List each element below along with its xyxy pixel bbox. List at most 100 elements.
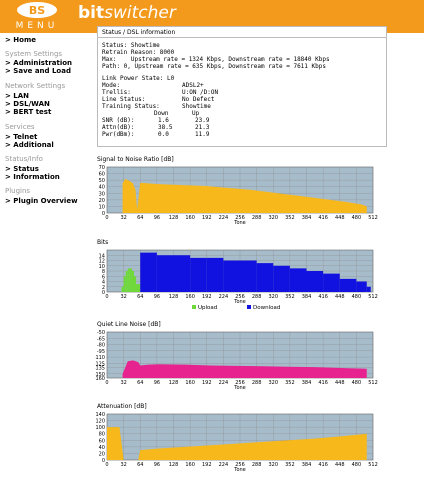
x-tick-label: 192 — [202, 215, 212, 221]
x-tick-label: 224 — [219, 294, 229, 300]
sidebar-heading-status-info: Status/Info — [5, 155, 43, 163]
legend-label: Download — [253, 305, 280, 311]
x-tick-label: 256 — [235, 215, 245, 221]
dsl-status-line: Status: Showtime — [102, 42, 160, 49]
x-tick-label: 192 — [202, 294, 212, 300]
bar — [125, 271, 128, 292]
x-tick-label: 128 — [169, 462, 179, 468]
sidebar-item-save-and-load[interactable]: > Save and Load — [5, 67, 71, 75]
x-tick-label: 0 — [105, 215, 108, 221]
dsl-line-status-label: Line Status: — [102, 96, 146, 103]
dsl-link-power: Link Power State: L0 — [102, 75, 175, 82]
x-tick-label: 448 — [335, 215, 345, 221]
dsl-mode-label: Mode: — [102, 82, 121, 89]
dsl-pwr-down: 0.0 — [158, 131, 169, 138]
bs-menu-logo[interactable]: BS MENU — [0, 0, 74, 33]
x-tick-label: 448 — [335, 462, 345, 468]
y-tick-label: 14 — [99, 253, 105, 259]
sidebar-item-bert-test[interactable]: > BERT test — [5, 108, 52, 116]
x-axis-label: Tone — [233, 385, 246, 391]
bar — [306, 271, 324, 292]
dsl-col-down: Down — [154, 110, 169, 117]
x-tick-label: 448 — [335, 294, 345, 300]
series-area — [107, 427, 367, 460]
dsl-mode-value: ADSL2+ — [182, 82, 204, 89]
x-tick-label: 416 — [318, 380, 328, 386]
sidebar-item-information[interactable]: > Information — [5, 173, 60, 181]
sidebar-item-telnet[interactable]: > Telnet — [5, 133, 38, 141]
bar — [121, 286, 124, 292]
sidebar-heading-plugins: Plugins — [5, 187, 31, 195]
sidebar-item-additional[interactable]: > Additional — [5, 141, 54, 149]
x-tick-label: 448 — [335, 380, 345, 386]
dsl-max-line: Max: Upstream rate = 1324 Kbps, Downstre… — [102, 56, 330, 63]
x-tick-label: 128 — [169, 294, 179, 300]
dsl-trellis-value: U:ON /D:ON — [182, 89, 219, 96]
x-tick-label: 512 — [368, 294, 378, 300]
logo-bottom-text: MENU — [16, 21, 59, 31]
x-tick-label: 320 — [268, 215, 278, 221]
y-tick-label: -150 — [95, 372, 105, 378]
sidebar-item-home[interactable]: > Home — [5, 36, 37, 44]
y-tick-label: 0 — [102, 458, 105, 464]
snr-chart-title: Signal to Noise Ratio [dB] — [97, 156, 174, 163]
bar — [323, 273, 340, 292]
y-tick-label: 10 — [99, 264, 105, 270]
x-tick-label: 64 — [137, 380, 143, 386]
y-tick-label: -50 — [97, 330, 105, 336]
sidebar: > Home System Settings > Administration … — [0, 33, 92, 480]
series-area — [122, 178, 367, 213]
x-tick-label: 96 — [154, 462, 160, 468]
x-tick-label: 480 — [352, 462, 362, 468]
x-tick-label: 480 — [352, 294, 362, 300]
dsl-attn-up: 21.3 — [195, 124, 210, 131]
x-tick-label: 256 — [235, 462, 245, 468]
bar — [131, 271, 135, 292]
x-tick-label: 288 — [252, 462, 262, 468]
x-tick-label: 192 — [202, 380, 212, 386]
sidebar-heading-network-settings: Network Settings — [5, 82, 66, 90]
sidebar-item-dsl-wan[interactable]: > DSL/WAN — [5, 100, 50, 108]
x-tick-label: 192 — [202, 462, 212, 468]
x-tick-label: 320 — [268, 294, 278, 300]
y-tick-label: -95 — [97, 349, 105, 355]
sidebar-item-plugin-overview[interactable]: > Plugin Overview — [5, 197, 78, 205]
dsl-trellis-label: Trellis: — [102, 89, 131, 96]
bar — [156, 255, 174, 292]
x-tick-label: 160 — [185, 294, 195, 300]
x-tick-label: 32 — [120, 215, 126, 221]
bar — [206, 257, 224, 292]
sidebar-item-status[interactable]: > Status — [5, 165, 39, 173]
dsl-path-line: Path: 0, Upstream rate = 635 Kbps, Downs… — [102, 63, 326, 70]
y-tick-label: -65 — [97, 336, 105, 342]
brand-title: bitswitcher — [78, 3, 176, 23]
x-tick-label: 288 — [252, 215, 262, 221]
y-tick-label: 120 — [95, 419, 105, 425]
y-tick-label: 20 — [99, 451, 105, 457]
x-tick-label: 160 — [185, 380, 195, 386]
y-tick-label: 60 — [99, 438, 105, 444]
y-tick-label: -160 — [95, 376, 105, 382]
dsl-attn-label: Attn(dB): — [102, 124, 135, 131]
sidebar-item-lan[interactable]: > LAN — [5, 92, 30, 100]
dsl-snr-label: SNR (dB): — [102, 117, 135, 124]
x-tick-label: 64 — [137, 215, 143, 221]
x-tick-label: 64 — [137, 294, 143, 300]
x-tick-label: 416 — [318, 215, 328, 221]
bar — [339, 278, 357, 292]
x-tick-label: 0 — [105, 294, 108, 300]
x-tick-label: 416 — [318, 462, 328, 468]
x-tick-label: 384 — [302, 462, 312, 468]
x-tick-label: 384 — [302, 294, 312, 300]
y-tick-label: 100 — [95, 425, 105, 431]
y-tick-label: 60 — [99, 172, 105, 178]
qln-chart-title: Quiet Line Noise [dB] — [97, 321, 161, 328]
y-tick-label: 80 — [99, 432, 105, 438]
sidebar-item-administration[interactable]: > Administration — [5, 59, 73, 67]
bar — [356, 281, 367, 292]
x-tick-label: 160 — [185, 462, 195, 468]
dsl-pwr-label: Pwr(dBm): — [102, 131, 135, 138]
